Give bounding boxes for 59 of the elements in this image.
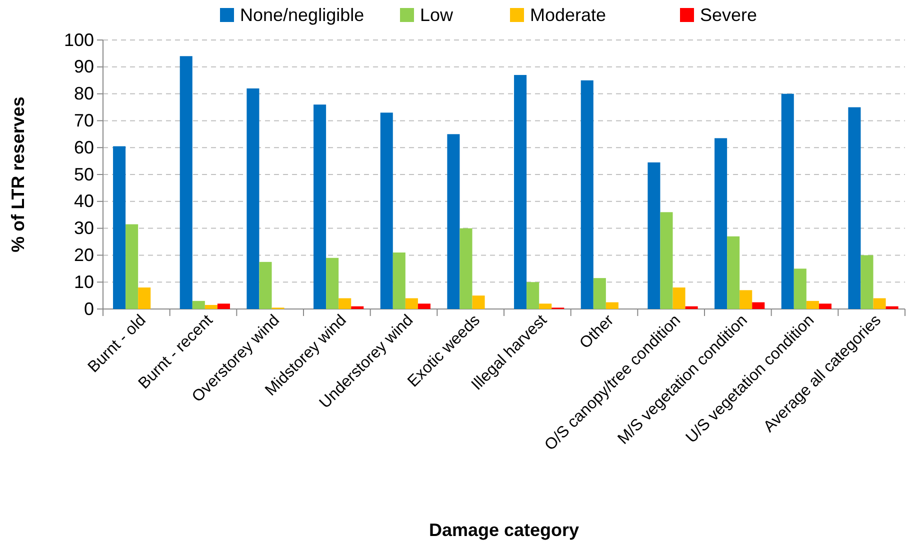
y-tick-label: 50 [74,164,94,184]
bar [818,304,832,309]
y-tick-label: 30 [74,218,94,238]
y-tick-label: 20 [74,244,94,265]
bar [593,278,606,309]
y-axis-title: % of LTR reserves [8,96,28,252]
legend-label: Moderate [530,5,606,25]
bar [714,138,728,309]
bar [794,268,806,309]
y-tick-label: 10 [74,272,94,292]
bar [204,304,218,309]
bar [740,290,752,309]
bar [259,262,272,309]
bar [806,300,819,309]
y-tick-label: 0 [84,298,94,319]
bar [672,287,686,309]
legend-label: None/negligible [240,5,364,25]
bar [580,80,594,309]
legend-label: Low [420,5,454,25]
bar [860,255,874,309]
bar [326,258,339,309]
legend-label: Severe [700,5,758,25]
y-tick-label: 70 [74,110,94,130]
bar [192,300,205,309]
bar [405,298,418,309]
bar [447,134,460,309]
bar [314,104,326,309]
bar [180,56,192,309]
bar [873,298,886,309]
y-tick-label: 100 [64,30,94,50]
bar [781,94,794,309]
bar [217,304,230,309]
bar [539,304,552,309]
bar [460,228,472,309]
bar [380,112,393,309]
bar [648,162,660,309]
bar [752,302,765,309]
bar [392,252,406,309]
bar [606,302,618,309]
bar [660,212,673,309]
bar [418,304,430,309]
bar [848,107,861,309]
bar [338,298,352,309]
bar [685,306,698,309]
bar [246,88,260,309]
bar [727,236,740,309]
y-tick-label: 90 [74,56,94,77]
y-tick-label: 40 [74,191,94,212]
y-tick-label: 80 [74,84,94,104]
bar [526,282,540,309]
bar [514,74,527,309]
bar [113,146,126,309]
bar [126,224,138,309]
bar [886,306,898,309]
bar [138,287,151,309]
bar [472,296,485,309]
x-axis-title: Damage category [428,520,580,540]
bar [351,306,364,309]
y-tick-label: 60 [74,137,94,158]
